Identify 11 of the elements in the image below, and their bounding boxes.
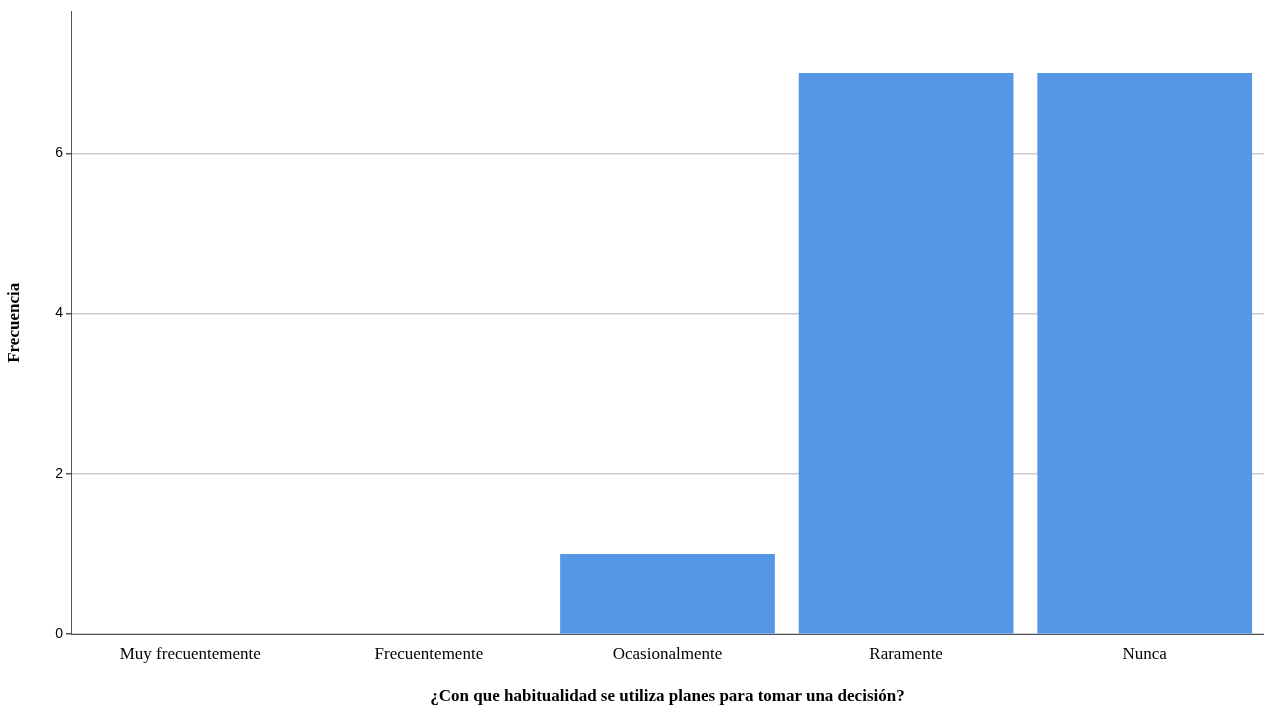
y-tick-label: 2 xyxy=(55,464,64,481)
y-tick-label: 0 xyxy=(55,625,64,642)
y-axis-title: Frecuencia xyxy=(3,282,23,363)
y-tick-label: 6 xyxy=(55,144,64,161)
x-tick-label: Frecuentemente xyxy=(374,643,484,663)
x-tick-label: Nunca xyxy=(1122,643,1168,663)
x-axis-title: ¿Con que habitualidad se utiliza planes para tomar una decisión? xyxy=(430,686,905,706)
x-tick-label: Muy frecuentemente xyxy=(119,643,261,663)
x-tick-label: Raramente xyxy=(869,643,943,663)
x-tick-label: Ocasionalmente xyxy=(612,643,723,663)
y-tick-label: 4 xyxy=(55,304,64,321)
